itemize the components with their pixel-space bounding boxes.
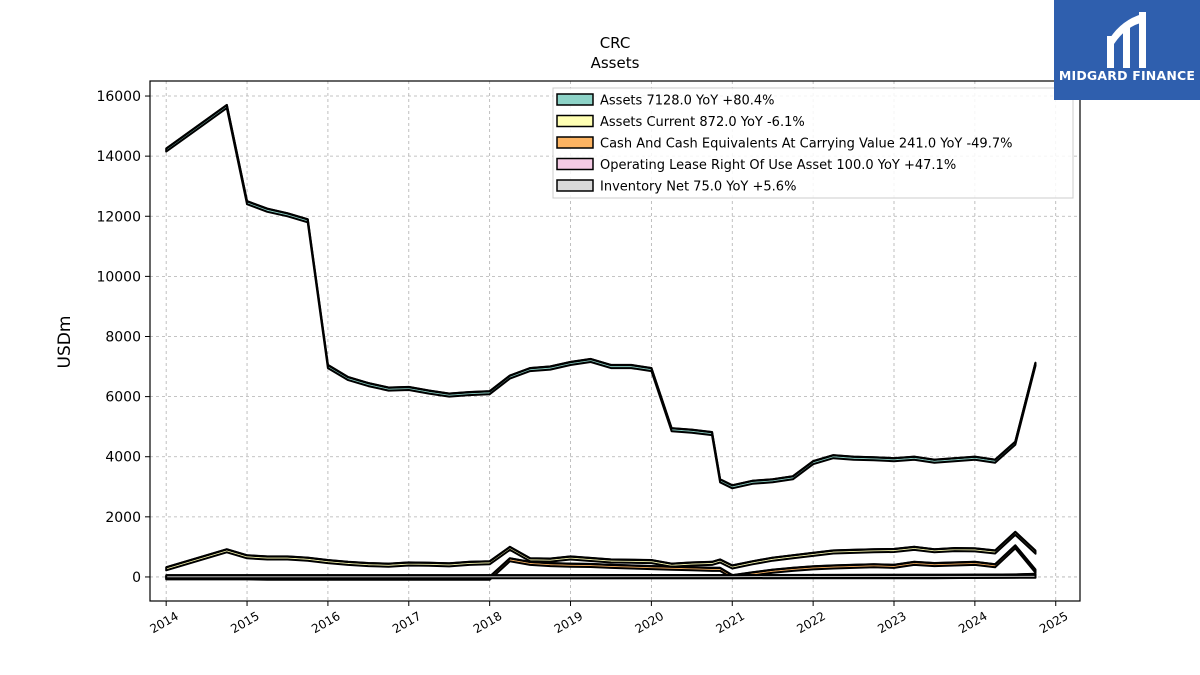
legend-label: Assets 7128.0 YoY +80.4%	[600, 94, 775, 109]
y-tick-label: 4000	[105, 450, 141, 466]
y-tick-label: 10000	[96, 269, 141, 285]
x-tick-label: 2014	[147, 609, 180, 636]
x-tick-label: 2017	[390, 609, 423, 636]
x-tick-label: 2019	[552, 609, 585, 636]
legend: Assets 7128.0 YoY +80.4% Assets Current 8…	[552, 87, 1074, 199]
series-line	[165, 103, 1037, 487]
midgard-finance-logo: MIDGARD FINANCE	[1054, 0, 1200, 100]
plot-frame	[149, 80, 1081, 602]
x-tick-label: 2025	[1037, 609, 1070, 636]
y-tick-label: 8000	[105, 329, 141, 345]
y-tick-label: 12000	[96, 209, 141, 225]
y-tick-label: 6000	[105, 390, 141, 406]
y-tick-label: 0	[132, 570, 141, 586]
x-tick-label: 2024	[956, 609, 989, 636]
series-line	[166, 573, 1036, 577]
y-tick-label: 14000	[96, 149, 141, 165]
legend-label: Cash And Cash Equivalents At Carrying Va…	[600, 137, 1012, 152]
x-tick-label: 2016	[309, 609, 342, 636]
legend-swatch	[556, 179, 594, 192]
x-tick-label: 2023	[875, 609, 908, 636]
brand-name: MIDGARD FINANCE	[1058, 68, 1196, 83]
chart-title: CRC	[600, 34, 631, 52]
series-1	[165, 530, 1037, 572]
legend-label: Operating Lease Right Of Use Asset 100.0…	[600, 158, 956, 173]
logo-mark-icon	[1107, 12, 1146, 68]
y-tick-label: 2000	[105, 510, 141, 526]
legend-swatch	[556, 136, 594, 149]
legend-label: Assets Current 872.0 YoY -6.1%	[600, 115, 805, 130]
legend-swatch	[556, 157, 594, 171]
x-tick-label: 2022	[794, 609, 827, 636]
x-tick-label: 2020	[633, 609, 666, 636]
series-4	[165, 573, 1037, 580]
x-tick-label: 2018	[471, 609, 504, 636]
x-tick-label: 2015	[228, 609, 261, 636]
y-tick-label: 16000	[96, 89, 141, 105]
legend-label: Inventory Net 75.0 YoY +5.6%	[600, 180, 796, 195]
chart-subtitle: Assets	[591, 54, 640, 72]
series-0	[165, 103, 1037, 490]
legend-frame	[552, 87, 1074, 199]
legend-swatch	[556, 114, 594, 128]
y-axis-label: USDm	[55, 316, 75, 369]
series-layer	[165, 103, 1037, 581]
x-tick-label: 2021	[714, 609, 747, 636]
legend-swatch	[556, 93, 594, 106]
series-line	[165, 530, 1037, 569]
